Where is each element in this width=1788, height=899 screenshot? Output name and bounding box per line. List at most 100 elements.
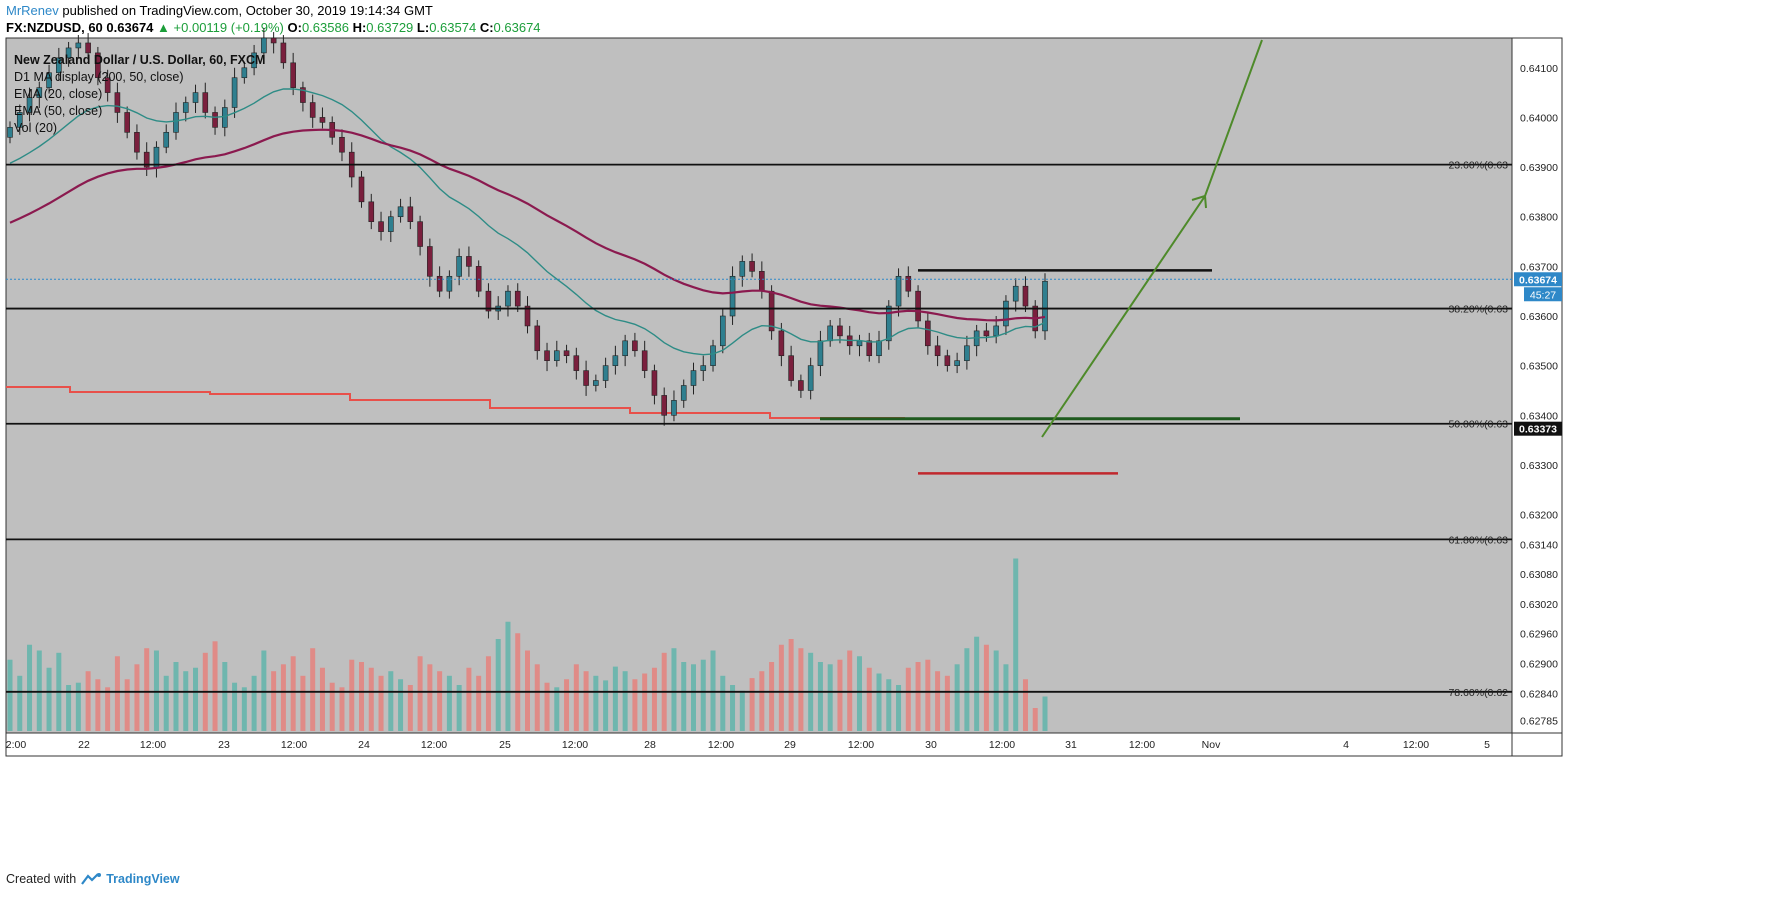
fib-level-label: 61.80%(0.63 — [1448, 534, 1508, 546]
candle-body — [143, 151, 150, 168]
legend-d1-ma[interactable]: D1 MA display (200, 50, close) — [14, 70, 184, 84]
fib-level-label: 50.00%(0.63 — [1448, 419, 1508, 431]
y-tick-label: 0.63020 — [1520, 599, 1558, 611]
x-tick-label: Nov — [1202, 739, 1221, 751]
high-label: H: — [352, 20, 367, 35]
volume-bar — [749, 678, 755, 731]
volume-bar — [456, 685, 462, 731]
volume-bar — [632, 679, 638, 731]
x-tick-label: 12:00 — [989, 739, 1015, 751]
y-tick-label: 0.63800 — [1520, 212, 1558, 224]
x-tick-label: 12:00 — [1403, 739, 1429, 751]
candle-body — [1003, 300, 1009, 327]
current-price-tag — [1514, 272, 1562, 287]
volume-bar — [671, 648, 677, 731]
volume-bar — [222, 662, 228, 731]
candle-body — [1012, 285, 1019, 302]
candle-body — [680, 385, 687, 401]
volume-bar — [378, 675, 384, 731]
candle-body — [16, 112, 23, 128]
y-tick-label: 0.62840 — [1520, 688, 1558, 700]
volume-bar — [349, 659, 355, 731]
x-tick-label: 12:00 — [848, 739, 874, 751]
y-tick-label: 0.64000 — [1520, 112, 1558, 124]
candle-body — [837, 325, 843, 337]
volume-bar — [85, 671, 91, 731]
candle-body — [583, 370, 589, 386]
volume-bar — [1003, 664, 1009, 731]
volume-bar — [173, 662, 179, 731]
y-tick-label: 0.62960 — [1520, 629, 1558, 641]
legend-ema20[interactable]: EMA (20, close) — [14, 87, 103, 101]
candle-body — [36, 87, 43, 98]
legend-volume[interactable]: Vol (20) — [14, 121, 58, 135]
candle-body — [173, 112, 179, 133]
open-label: O: — [287, 20, 302, 35]
candle-body — [632, 340, 638, 352]
x-tick-label: 23 — [218, 739, 230, 751]
y-tick-label: 0.63080 — [1520, 569, 1558, 581]
tradingview-brand[interactable]: TradingView — [106, 872, 180, 886]
volume-bar — [544, 682, 550, 731]
candle-body — [778, 330, 785, 357]
volume-bar — [66, 685, 72, 731]
candle-body — [651, 370, 658, 396]
candle-body — [75, 42, 82, 49]
fib-level-label: 38.20%(0.63 — [1448, 304, 1508, 316]
volume-bar — [251, 675, 257, 731]
candle-body — [407, 206, 414, 222]
volume-bar — [974, 636, 980, 731]
crosshair-price-tag — [1514, 421, 1562, 436]
volume-bar — [651, 667, 657, 731]
volume-bar — [17, 675, 23, 731]
x-tick-label: 24 — [358, 739, 370, 751]
candle-body — [710, 345, 716, 366]
price-change: ▲ +0.00119 (+0.19%) — [157, 20, 284, 35]
x-tick-label: 2:00 — [6, 739, 27, 751]
volume-bar — [534, 664, 540, 731]
volume-bar — [476, 675, 482, 731]
candle-body — [231, 77, 238, 108]
volume-bar — [417, 656, 423, 731]
volume-bar — [769, 662, 775, 731]
legend-ema50[interactable]: EMA (50, close) — [14, 104, 103, 118]
countdown-tag — [1524, 287, 1562, 302]
volume-bar — [75, 682, 81, 731]
volume-bar — [681, 662, 687, 731]
volume-bar — [1022, 679, 1028, 731]
volume-bar — [505, 621, 511, 731]
projection-arrowhead — [1191, 194, 1207, 209]
volume-bar — [427, 664, 433, 731]
volume-bar — [915, 662, 921, 731]
candle-body — [456, 256, 462, 277]
candle-body — [309, 102, 316, 118]
volume-bar — [153, 650, 159, 731]
volume-bar — [134, 664, 140, 731]
high-value: 0.63729 — [366, 20, 414, 35]
volume-bar — [212, 641, 218, 731]
volume-bar — [759, 671, 765, 731]
candle-body — [671, 400, 677, 416]
volume-bar — [114, 656, 120, 731]
candle-body — [436, 275, 443, 292]
published-text: published on TradingView.com, October 30… — [62, 3, 433, 18]
candle-body — [85, 42, 91, 54]
candle-body — [593, 380, 599, 386]
candle-body — [56, 57, 62, 74]
x-tick-label: 28 — [644, 739, 656, 751]
volume-bar — [7, 659, 13, 731]
candle-body — [788, 355, 794, 381]
author-link[interactable]: MrRenev — [6, 3, 59, 18]
volume-bar — [612, 666, 618, 731]
volume-bar — [46, 667, 52, 731]
candle-body — [290, 62, 296, 88]
candle-body — [212, 112, 218, 128]
y-tick-label: 0.62900 — [1520, 659, 1558, 671]
volume-bar — [359, 662, 365, 731]
legend-title: New Zealand Dollar / U.S. Dollar, 60, FX… — [14, 53, 266, 67]
candle-body — [192, 92, 199, 103]
volume-bar — [964, 648, 970, 731]
last-price: 0.63674 — [106, 20, 154, 35]
candle-body — [202, 92, 209, 113]
